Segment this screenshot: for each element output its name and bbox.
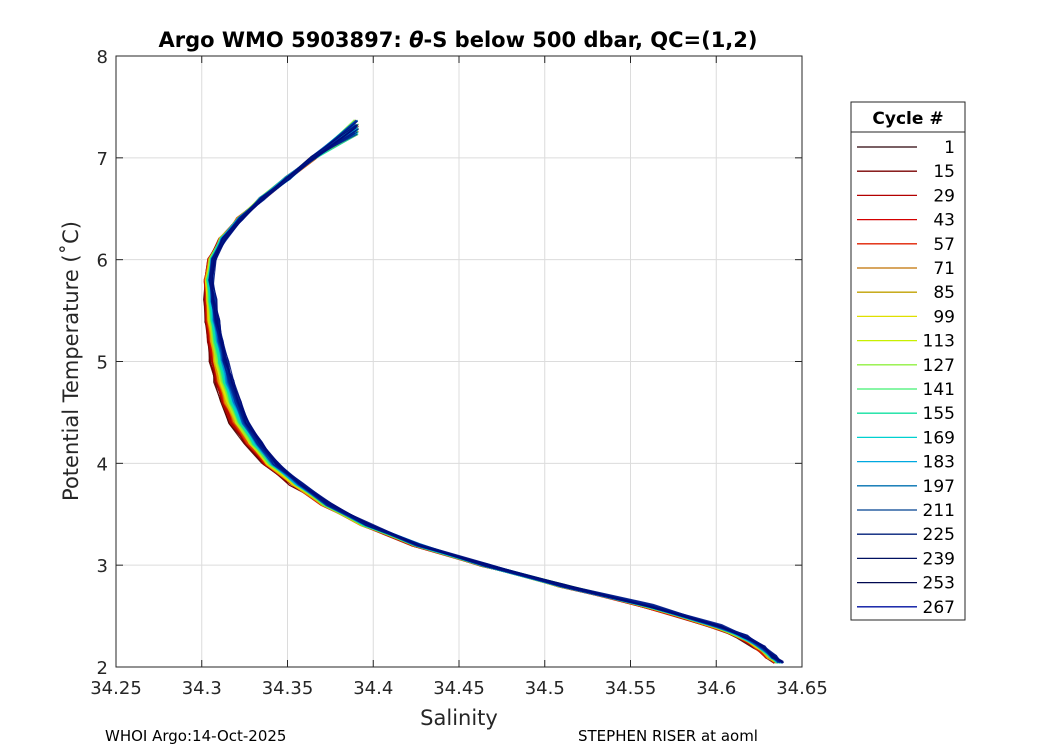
legend-entry-label: 141 xyxy=(923,380,955,400)
legend-entry-label: 113 xyxy=(923,332,955,352)
legend-entry-label: 169 xyxy=(923,428,955,448)
footer-right: STEPHEN RISER at aoml xyxy=(578,727,758,745)
cycle-profile-line xyxy=(211,124,784,663)
legend-title: Cycle # xyxy=(872,109,943,129)
profile-curves xyxy=(203,119,784,664)
legend-entry-label: 127 xyxy=(923,356,955,376)
legend-entry-label: 15 xyxy=(933,162,955,182)
y-axis-label: Potential Temperature (˚C) xyxy=(59,221,83,501)
legend-entry-label: 197 xyxy=(923,477,955,497)
legend-entries: 1 15 29 43 57 71 85 99 113 127 141 155 169 183 197 211 2… xyxy=(857,138,955,618)
legend-entry-label: 183 xyxy=(923,453,955,473)
x-axis-label: Salinity xyxy=(420,706,498,730)
x-tick-label: 34.65 xyxy=(776,678,828,699)
legend-entry-label: 155 xyxy=(923,404,955,424)
axis-ticks: 34.25 34.3 34.35 34.4 34.45 34.5 34.55 34.6 34.6… xyxy=(90,47,828,699)
legend-entry-label: 57 xyxy=(933,235,955,255)
legend-entry-label: 71 xyxy=(933,259,955,279)
y-tick-label: 4 xyxy=(97,454,108,475)
legend-entry-label: 99 xyxy=(933,307,955,327)
x-tick-label: 34.55 xyxy=(605,678,657,699)
y-tick-label: 7 xyxy=(97,149,108,170)
y-tick-label: 3 xyxy=(97,556,108,577)
chart-title: Argo WMO 5903897: θ-S below 500 dbar, QC… xyxy=(158,28,757,52)
y-tick-label: 5 xyxy=(97,353,108,374)
x-tick-label: 34.3 xyxy=(182,678,222,699)
legend-entry-label: 85 xyxy=(933,283,955,303)
x-tick-label: 34.45 xyxy=(433,678,485,699)
x-tick-label: 34.4 xyxy=(353,678,393,699)
x-tick-label: 34.35 xyxy=(262,678,314,699)
legend-entry-label: 253 xyxy=(923,574,955,594)
legend: Cycle # 1 15 29 43 57 71 85 99 113 127 141 155 169 18… xyxy=(850,101,966,621)
x-tick-label: 34.25 xyxy=(90,678,142,699)
x-tick-label: 34.6 xyxy=(696,678,736,699)
legend-entry-label: 267 xyxy=(923,598,955,618)
legend-entry-label: 1 xyxy=(944,138,955,158)
y-tick-label: 6 xyxy=(97,251,108,272)
x-tick-label: 34.5 xyxy=(525,678,565,699)
legend-entry-label: 29 xyxy=(933,186,955,206)
legend-entry-label: 225 xyxy=(923,525,955,545)
footer-left: WHOI Argo:14-Oct-2025 xyxy=(105,727,286,745)
legend-entry-label: 43 xyxy=(933,211,955,231)
y-tick-label: 2 xyxy=(97,658,108,679)
y-tick-label: 8 xyxy=(97,47,108,68)
legend-entry-label: 211 xyxy=(923,501,955,521)
cycle-profile-line xyxy=(211,128,784,662)
legend-entry-label: 239 xyxy=(923,549,955,569)
